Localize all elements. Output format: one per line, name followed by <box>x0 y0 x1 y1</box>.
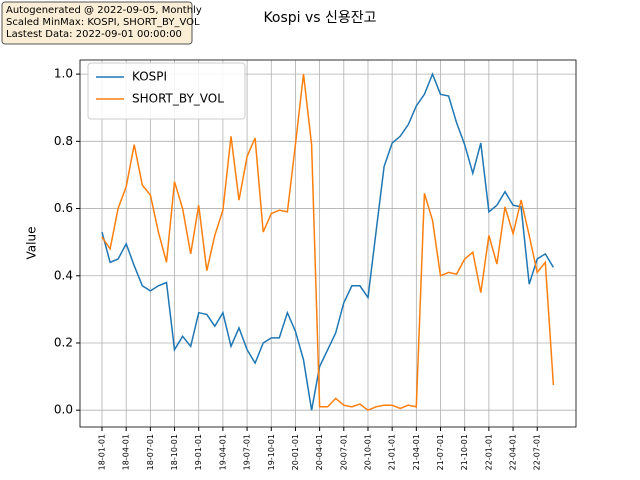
plot-frame <box>79 59 577 428</box>
x-tick-label: 21-04-01 <box>412 434 421 470</box>
legend-label: SHORT_BY_VOL <box>132 92 224 106</box>
x-tick-label: 22-07-01 <box>533 434 542 470</box>
x-tick-label: 21-07-01 <box>436 434 445 470</box>
x-tick-label: 21-10-01 <box>460 434 469 470</box>
x-tick-label: 20-07-01 <box>339 434 348 470</box>
y-tick-label: 0.0 <box>54 403 73 417</box>
legend-label: KOSPI <box>132 70 167 84</box>
legend-box <box>87 62 246 120</box>
x-tick-label: 22-04-01 <box>509 434 518 470</box>
x-tick-label: 18-01-01 <box>98 434 107 470</box>
y-axis-label: Value <box>25 227 39 260</box>
x-tick-label: 19-07-01 <box>243 434 252 470</box>
chart-title: Kospi vs 신용잔고 <box>263 10 376 26</box>
annotation: Lastest Data: 2022-09-01 00:00:00 <box>6 29 182 40</box>
y-tick-label: 0.4 <box>54 268 73 282</box>
y-tick-label: 0.2 <box>54 335 73 349</box>
y-tick-label: 0.8 <box>54 134 73 148</box>
line-series <box>101 72 555 411</box>
x-tick-label: 18-07-01 <box>146 434 155 470</box>
annotation-box <box>1 1 193 45</box>
y-tick-label: 0.6 <box>54 201 73 215</box>
annotation: Scaled MinMax: KOSPI, SHORT_BY_VOL <box>6 17 200 28</box>
x-tick-label: 19-10-01 <box>267 434 276 470</box>
x-tick-label: 18-10-01 <box>170 434 179 470</box>
x-tick-label: 20-04-01 <box>315 434 324 470</box>
x-tick-label: 22-01-01 <box>484 434 493 470</box>
x-tick-label: 20-01-01 <box>291 434 300 470</box>
line-series <box>101 74 555 412</box>
x-tick-label: 20-10-01 <box>363 434 372 470</box>
annotation: Autogenerated @ 2022-09-05, Monthly <box>6 5 202 16</box>
y-tick-label: 1.0 <box>54 67 73 81</box>
x-tick-label: 21-01-01 <box>388 434 397 470</box>
x-tick-label: 19-04-01 <box>218 434 227 470</box>
x-tick-label: 18-04-01 <box>122 434 131 470</box>
x-tick-label: 19-01-01 <box>194 434 203 470</box>
